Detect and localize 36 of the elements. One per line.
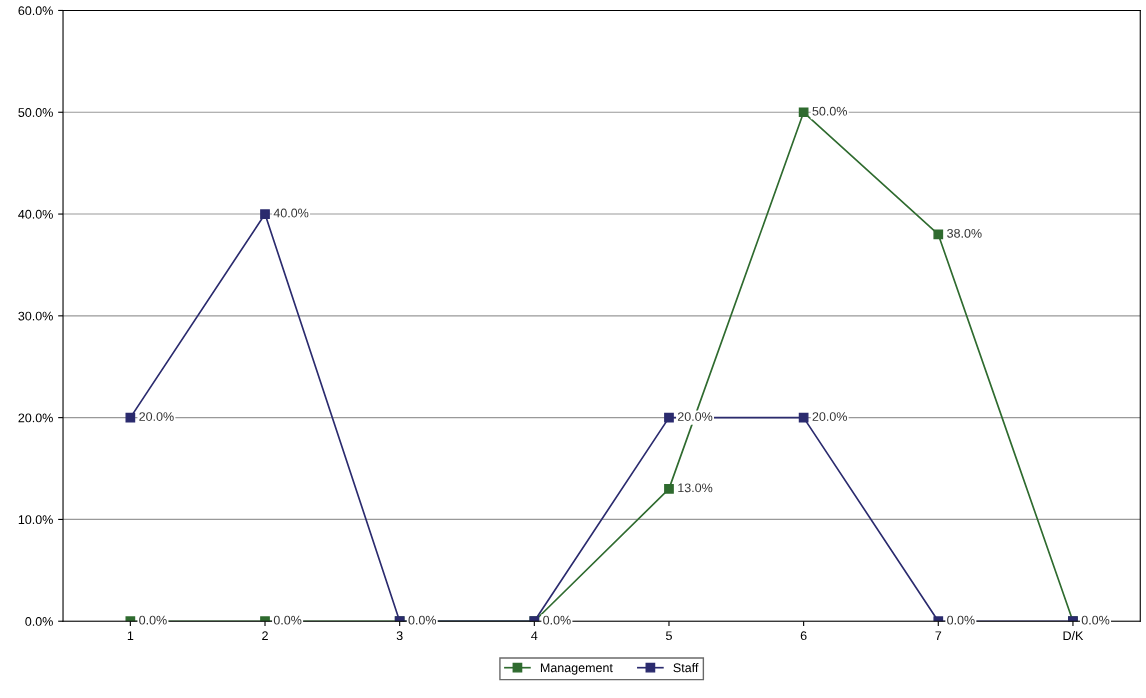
y-tick-label: 0.0% xyxy=(25,617,53,626)
point xyxy=(125,412,136,423)
legend-label: Management xyxy=(540,663,613,675)
data-label: 13.0% xyxy=(678,483,713,493)
y-tick-label: 10.0% xyxy=(18,515,53,525)
data-label: 0.0% xyxy=(273,615,302,625)
x-tick-label: 5 xyxy=(666,631,672,641)
x-tick-label: 2 xyxy=(262,631,268,640)
y-tick-label: 60.0% xyxy=(18,6,53,16)
data-label: 38.0% xyxy=(947,228,982,238)
x-tick-label: 3 xyxy=(396,631,403,641)
x-tick-label: 4 xyxy=(531,631,538,640)
legend-label: Staff xyxy=(673,663,699,673)
point xyxy=(664,484,674,494)
y-tick-label: 40.0% xyxy=(18,209,53,219)
data-label: 50.0% xyxy=(812,106,847,116)
data-label: 0.0% xyxy=(139,615,167,625)
data-label: 0.0% xyxy=(947,615,975,625)
y-tick-label: 20.0% xyxy=(18,413,53,423)
data-label: 0.0% xyxy=(408,615,437,625)
data-label: 0.0% xyxy=(1081,615,1110,625)
x-tick-label: 6 xyxy=(800,631,807,641)
data-label: 0.0% xyxy=(543,615,571,625)
x-tick-label: D/K xyxy=(1063,630,1084,641)
point xyxy=(933,229,944,240)
point xyxy=(664,412,674,423)
y-tick-label: 50.0% xyxy=(18,108,53,117)
y-tick-label: 30.0% xyxy=(18,311,53,321)
data-label: 40.0% xyxy=(273,208,309,218)
x-tick-label: 1 xyxy=(127,631,134,640)
point xyxy=(260,209,270,219)
data-label: 20.0% xyxy=(139,412,174,421)
data-label: 20.0% xyxy=(677,412,713,421)
point xyxy=(798,107,809,118)
x-tick-label: 7 xyxy=(935,631,942,640)
data-label: 20.0% xyxy=(812,412,847,421)
